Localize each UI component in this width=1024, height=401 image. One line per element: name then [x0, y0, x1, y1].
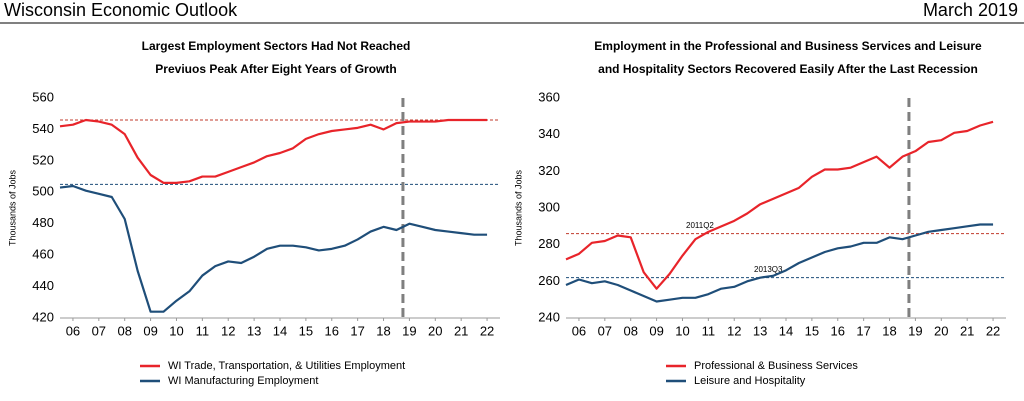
x-tick-label: 20 — [428, 323, 442, 338]
y-tick-label: 260 — [538, 273, 560, 288]
x-tick-label: 11 — [702, 323, 716, 338]
reference-label: 2013Q3 — [754, 265, 783, 274]
x-tick-label: 06 — [66, 323, 80, 338]
y-tick-label: 280 — [538, 236, 560, 251]
x-tick-label: 10 — [169, 323, 183, 338]
y-tick-label: 300 — [538, 199, 560, 214]
x-tick-label: 15 — [299, 323, 313, 338]
y-tick-label: 240 — [538, 309, 560, 324]
chart-title: Employment in the Professional and Busin… — [594, 39, 982, 53]
x-tick-label: 18 — [882, 323, 896, 338]
x-tick-label: 22 — [986, 323, 1000, 338]
x-tick-label: 12 — [221, 323, 235, 338]
y-tick-label: 460 — [32, 247, 54, 262]
x-tick-label: 22 — [480, 323, 494, 338]
page-date: March 2019 — [923, 0, 1018, 20]
reference-label: 2011Q2 — [686, 221, 714, 230]
chart-title: and Hospitality Sectors Recovered Easily… — [598, 62, 978, 76]
y-axis-label: Thousands of Jobs — [513, 169, 523, 246]
x-tick-label: 10 — [675, 323, 689, 338]
y-tick-label: 500 — [32, 184, 54, 199]
y-tick-label: 540 — [32, 121, 54, 136]
legend-label: WI Trade, Transportation, & Utilities Em… — [168, 360, 405, 372]
x-tick-label: 07 — [92, 323, 106, 338]
x-tick-label: 09 — [143, 323, 157, 338]
x-tick-label: 15 — [805, 323, 819, 338]
y-tick-label: 560 — [32, 89, 54, 104]
chart-title: Previuos Peak After Eight Years of Growt… — [155, 62, 396, 76]
x-tick-label: 21 — [454, 323, 468, 338]
y-tick-label: 320 — [538, 163, 560, 178]
x-tick-label: 17 — [350, 323, 364, 338]
y-axis-label: Thousands of Jobs — [7, 169, 17, 246]
series-line — [59, 118, 488, 184]
chart-title: Largest Employment Sectors Had Not Reach… — [142, 39, 411, 53]
x-tick-label: 14 — [273, 323, 287, 338]
series-line — [565, 120, 994, 290]
y-tick-label: 480 — [32, 215, 54, 230]
x-tick-label: 19 — [402, 323, 416, 338]
x-tick-label: 21 — [960, 323, 974, 338]
legend-label: Leisure and Hospitality — [694, 375, 806, 387]
y-tick-label: 420 — [32, 309, 54, 324]
x-tick-label: 16 — [831, 323, 845, 338]
x-tick-label: 13 — [753, 323, 767, 338]
x-tick-label: 08 — [117, 323, 131, 338]
x-tick-label: 13 — [247, 323, 261, 338]
y-tick-label: 520 — [32, 152, 54, 167]
x-tick-label: 07 — [598, 323, 612, 338]
page-title: Wisconsin Economic Outlook — [4, 0, 238, 20]
series-line — [59, 184, 488, 313]
x-tick-label: 12 — [727, 323, 741, 338]
x-tick-label: 18 — [376, 323, 390, 338]
x-tick-label: 20 — [934, 323, 948, 338]
x-tick-label: 16 — [325, 323, 339, 338]
x-tick-label: 14 — [779, 323, 793, 338]
x-tick-label: 06 — [572, 323, 586, 338]
y-tick-label: 340 — [538, 126, 560, 141]
x-tick-label: 09 — [649, 323, 663, 338]
x-tick-label: 19 — [908, 323, 922, 338]
legend-label: Professional & Business Services — [694, 360, 858, 372]
y-tick-label: 360 — [538, 89, 560, 104]
y-tick-label: 440 — [32, 278, 54, 293]
series-line — [565, 223, 994, 303]
x-tick-label: 11 — [196, 323, 210, 338]
x-tick-label: 17 — [856, 323, 870, 338]
x-tick-label: 08 — [623, 323, 637, 338]
legend-label: WI Manufacturing Employment — [168, 375, 318, 387]
